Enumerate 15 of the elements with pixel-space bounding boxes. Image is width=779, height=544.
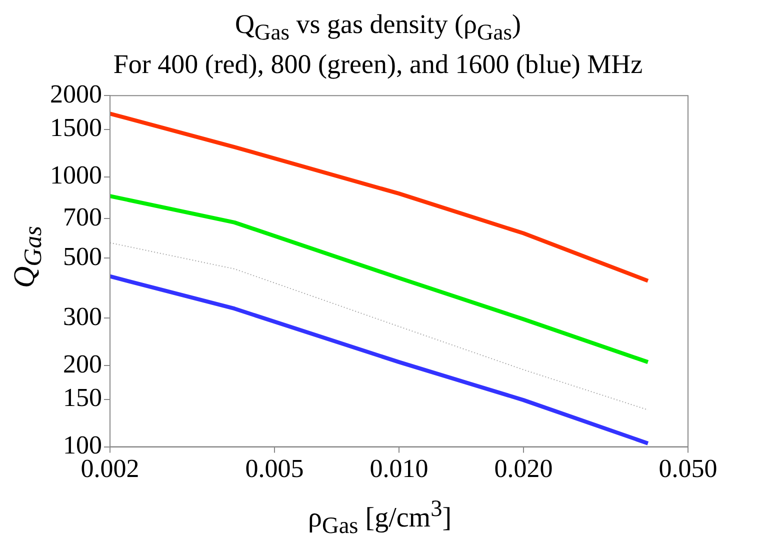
x-tick-label: 0.010: [370, 454, 428, 484]
y-tick-label: 1500: [50, 113, 102, 142]
y-tick-label: 300: [63, 302, 102, 331]
y-tick-label: 500: [63, 242, 102, 271]
y-tick-label: 2000: [50, 79, 102, 108]
chart-title: Q$_{Gas}$ vs gas density (ρ$_{Gas}$): [234, 8, 522, 46]
y-tick-label: 700: [63, 202, 102, 232]
y-tick-label: 200: [63, 349, 102, 378]
x-tick-label: 0.005: [245, 454, 304, 484]
x-tick-label: 0.020: [494, 454, 553, 484]
y-tick-label: 150: [63, 383, 102, 412]
x-tick-label: 0.050: [658, 454, 718, 484]
x-axis-title: ρ$_{Gas}$ [g/cm$^{3}$]: [308, 496, 452, 540]
y-tick-label: 1000: [50, 160, 102, 190]
chart-subtitle: For 400 (red), 800 (green), and 1600 (blue) MHz: [112, 48, 644, 82]
